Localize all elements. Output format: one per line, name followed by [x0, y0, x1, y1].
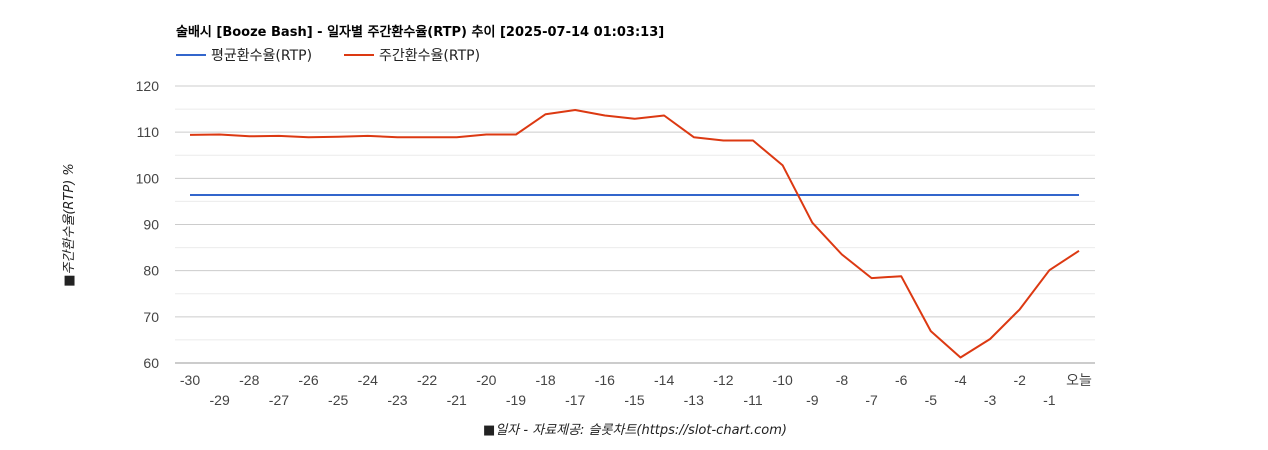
x-tick-label: -2: [1014, 372, 1027, 388]
x-tick-label: -7: [865, 392, 878, 408]
x-tick-label: -1: [1043, 392, 1056, 408]
x-tick-label: -5: [925, 392, 938, 408]
x-tick-label: -27: [269, 392, 289, 408]
x-tick-label: -10: [773, 372, 793, 388]
x-tick-label: -17: [565, 392, 585, 408]
x-tick-label: -30: [180, 372, 200, 388]
x-tick-label: -21: [447, 392, 467, 408]
y-tick-label: 70: [143, 309, 159, 325]
y-tick-label: 80: [143, 263, 159, 279]
x-tick-label: -12: [713, 372, 733, 388]
x-tick-label: -26: [298, 372, 318, 388]
legend: 평균환수율(RTP) 주간환수율(RTP): [176, 48, 480, 64]
x-tick-label: -3: [984, 392, 997, 408]
y-tick-label: 110: [137, 124, 160, 140]
x-tick-label: -19: [506, 392, 526, 408]
x-tick-label: -29: [210, 392, 230, 408]
series-lines: [189, 109, 1080, 359]
chart-title: 술배시 [Booze Bash] - 일자별 주간환수율(RTP) 추이 [20…: [176, 24, 664, 40]
x-tick-label: -8: [836, 372, 849, 388]
x-tick-label: -14: [654, 372, 674, 388]
gridlines: [175, 85, 1095, 364]
y-axis-ticks: 60 70 80 90 100 110 120: [136, 78, 160, 371]
x-tick-label: -22: [417, 372, 437, 388]
legend-label: 평균환수율(RTP): [211, 48, 312, 64]
x-tick-label: -16: [595, 372, 615, 388]
y-tick-label: 100: [136, 170, 160, 186]
x-axis-title: ■일자 - 자료제공: 슬롯차트(https://slot-chart.com): [483, 423, 787, 438]
series-line-weekly-rtp: [189, 109, 1080, 359]
x-tick-label: -4: [954, 372, 967, 388]
y-tick-label: 120: [136, 78, 160, 94]
y-tick-label: 90: [143, 217, 159, 233]
y-tick-label: 60: [143, 355, 159, 371]
legend-label: 주간환수율(RTP): [379, 48, 480, 64]
x-axis-ticks: -30-29-28-27-26-25-24-23-22-21-20-19-18-…: [180, 372, 1092, 408]
x-tick-label: -23: [387, 392, 407, 408]
y-axis-title: ■주간환수율(RTP) %: [62, 163, 77, 287]
x-tick-label: -20: [476, 372, 496, 388]
x-tick-label: -24: [358, 372, 378, 388]
x-tick-label: -25: [328, 392, 348, 408]
x-tick-label: -11: [743, 392, 762, 408]
x-tick-label: 오늘: [1066, 372, 1092, 388]
x-tick-label: -13: [684, 392, 704, 408]
x-tick-label: -18: [535, 372, 555, 388]
x-tick-label: -28: [239, 372, 259, 388]
x-tick-label: -6: [895, 372, 908, 388]
x-tick-label: -15: [624, 392, 644, 408]
x-tick-label: -9: [806, 392, 819, 408]
